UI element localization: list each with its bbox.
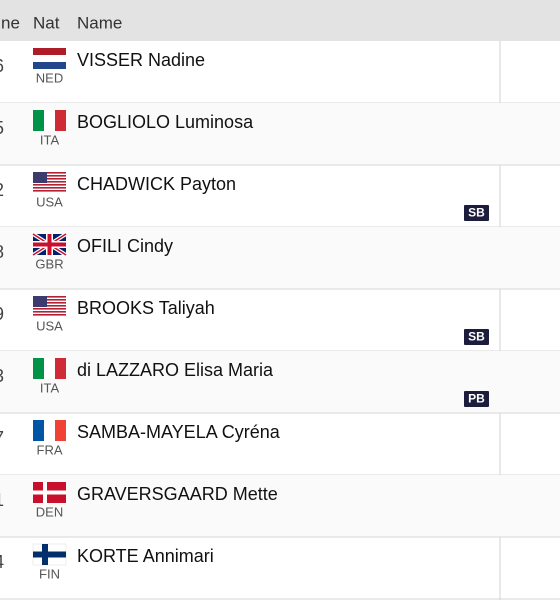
lane-number: 9: [0, 304, 4, 324]
row-background: [0, 475, 560, 537]
badge-bg: [464, 391, 489, 407]
nat-code: GBR: [35, 256, 63, 271]
result-row: 7 FRA SAMBA-MAYELA Cyréna: [0, 420, 560, 476]
badge-bg: [464, 329, 489, 345]
lane-number: 3: [0, 366, 4, 386]
lane-number: 2: [0, 180, 4, 200]
nat-code: USA: [36, 318, 63, 333]
flag: [33, 358, 66, 379]
flag: [32, 543, 67, 566]
nat-code: ITA: [40, 132, 60, 147]
header-nat: Nat: [33, 13, 60, 32]
athlete-name: VISSER Nadine: [77, 50, 205, 70]
athlete-name: GRAVERSGAARD Mette: [77, 484, 278, 504]
athlete-name: OFILI Cindy: [77, 236, 173, 256]
result-row: 3 ITA di LAZZARO Elisa Maria PB: [0, 351, 560, 414]
badge-bg: [464, 205, 489, 221]
nat-code: ITA: [40, 380, 60, 395]
nat-code: USA: [36, 194, 63, 209]
flag: [33, 110, 66, 131]
flag: [31, 232, 68, 257]
result-row: 1 DEN GRAVERSGAARD Mette: [0, 475, 560, 538]
lane-number: 4: [0, 552, 4, 572]
athlete-name: di LAZZARO Elisa Maria: [77, 360, 274, 380]
lane-number: 6: [0, 56, 4, 76]
result-row: 6 NED VISSER Nadine: [0, 48, 560, 104]
record-badge: PB: [468, 392, 485, 406]
lane-number: 7: [0, 428, 4, 448]
athlete-name: BOGLIOLO Luminosa: [77, 112, 254, 132]
flag: [33, 296, 66, 317]
athlete-name: CHADWICK Payton: [77, 174, 236, 194]
result-row: 2 USA CHADWICK Payton SB: [0, 172, 560, 228]
result-row: 8 GBR OFILI Cindy: [0, 227, 560, 290]
record-badge: SB: [468, 206, 485, 220]
flag: [33, 48, 66, 69]
record-badge: SB: [468, 330, 485, 344]
nat-code: DEN: [36, 504, 63, 519]
athlete-name: BROOKS Taliyah: [77, 298, 215, 318]
row-background: [0, 103, 560, 165]
athlete-name: SAMBA-MAYELA Cyréna: [77, 422, 281, 442]
lane-number: 1: [0, 490, 4, 510]
header-lane: ne: [1, 13, 20, 32]
row-background: [0, 227, 560, 289]
flag: [33, 172, 66, 193]
athlete-name: KORTE Annimari: [77, 546, 214, 566]
lane-number: 5: [0, 118, 4, 138]
result-row: 5 ITA BOGLIOLO Luminosa: [0, 103, 560, 166]
flag: [33, 420, 66, 441]
header-bar: [0, 0, 560, 41]
lane-number: 8: [0, 242, 4, 262]
header-name: Name: [77, 13, 122, 32]
nat-code: FRA: [37, 442, 63, 457]
nat-code: NED: [36, 70, 63, 85]
result-row: 4 FIN KORTE Annimari: [0, 543, 560, 600]
flag: [33, 482, 66, 503]
result-row: 9 USA BROOKS Taliyah SB: [0, 296, 560, 352]
nat-code: FIN: [39, 566, 60, 581]
